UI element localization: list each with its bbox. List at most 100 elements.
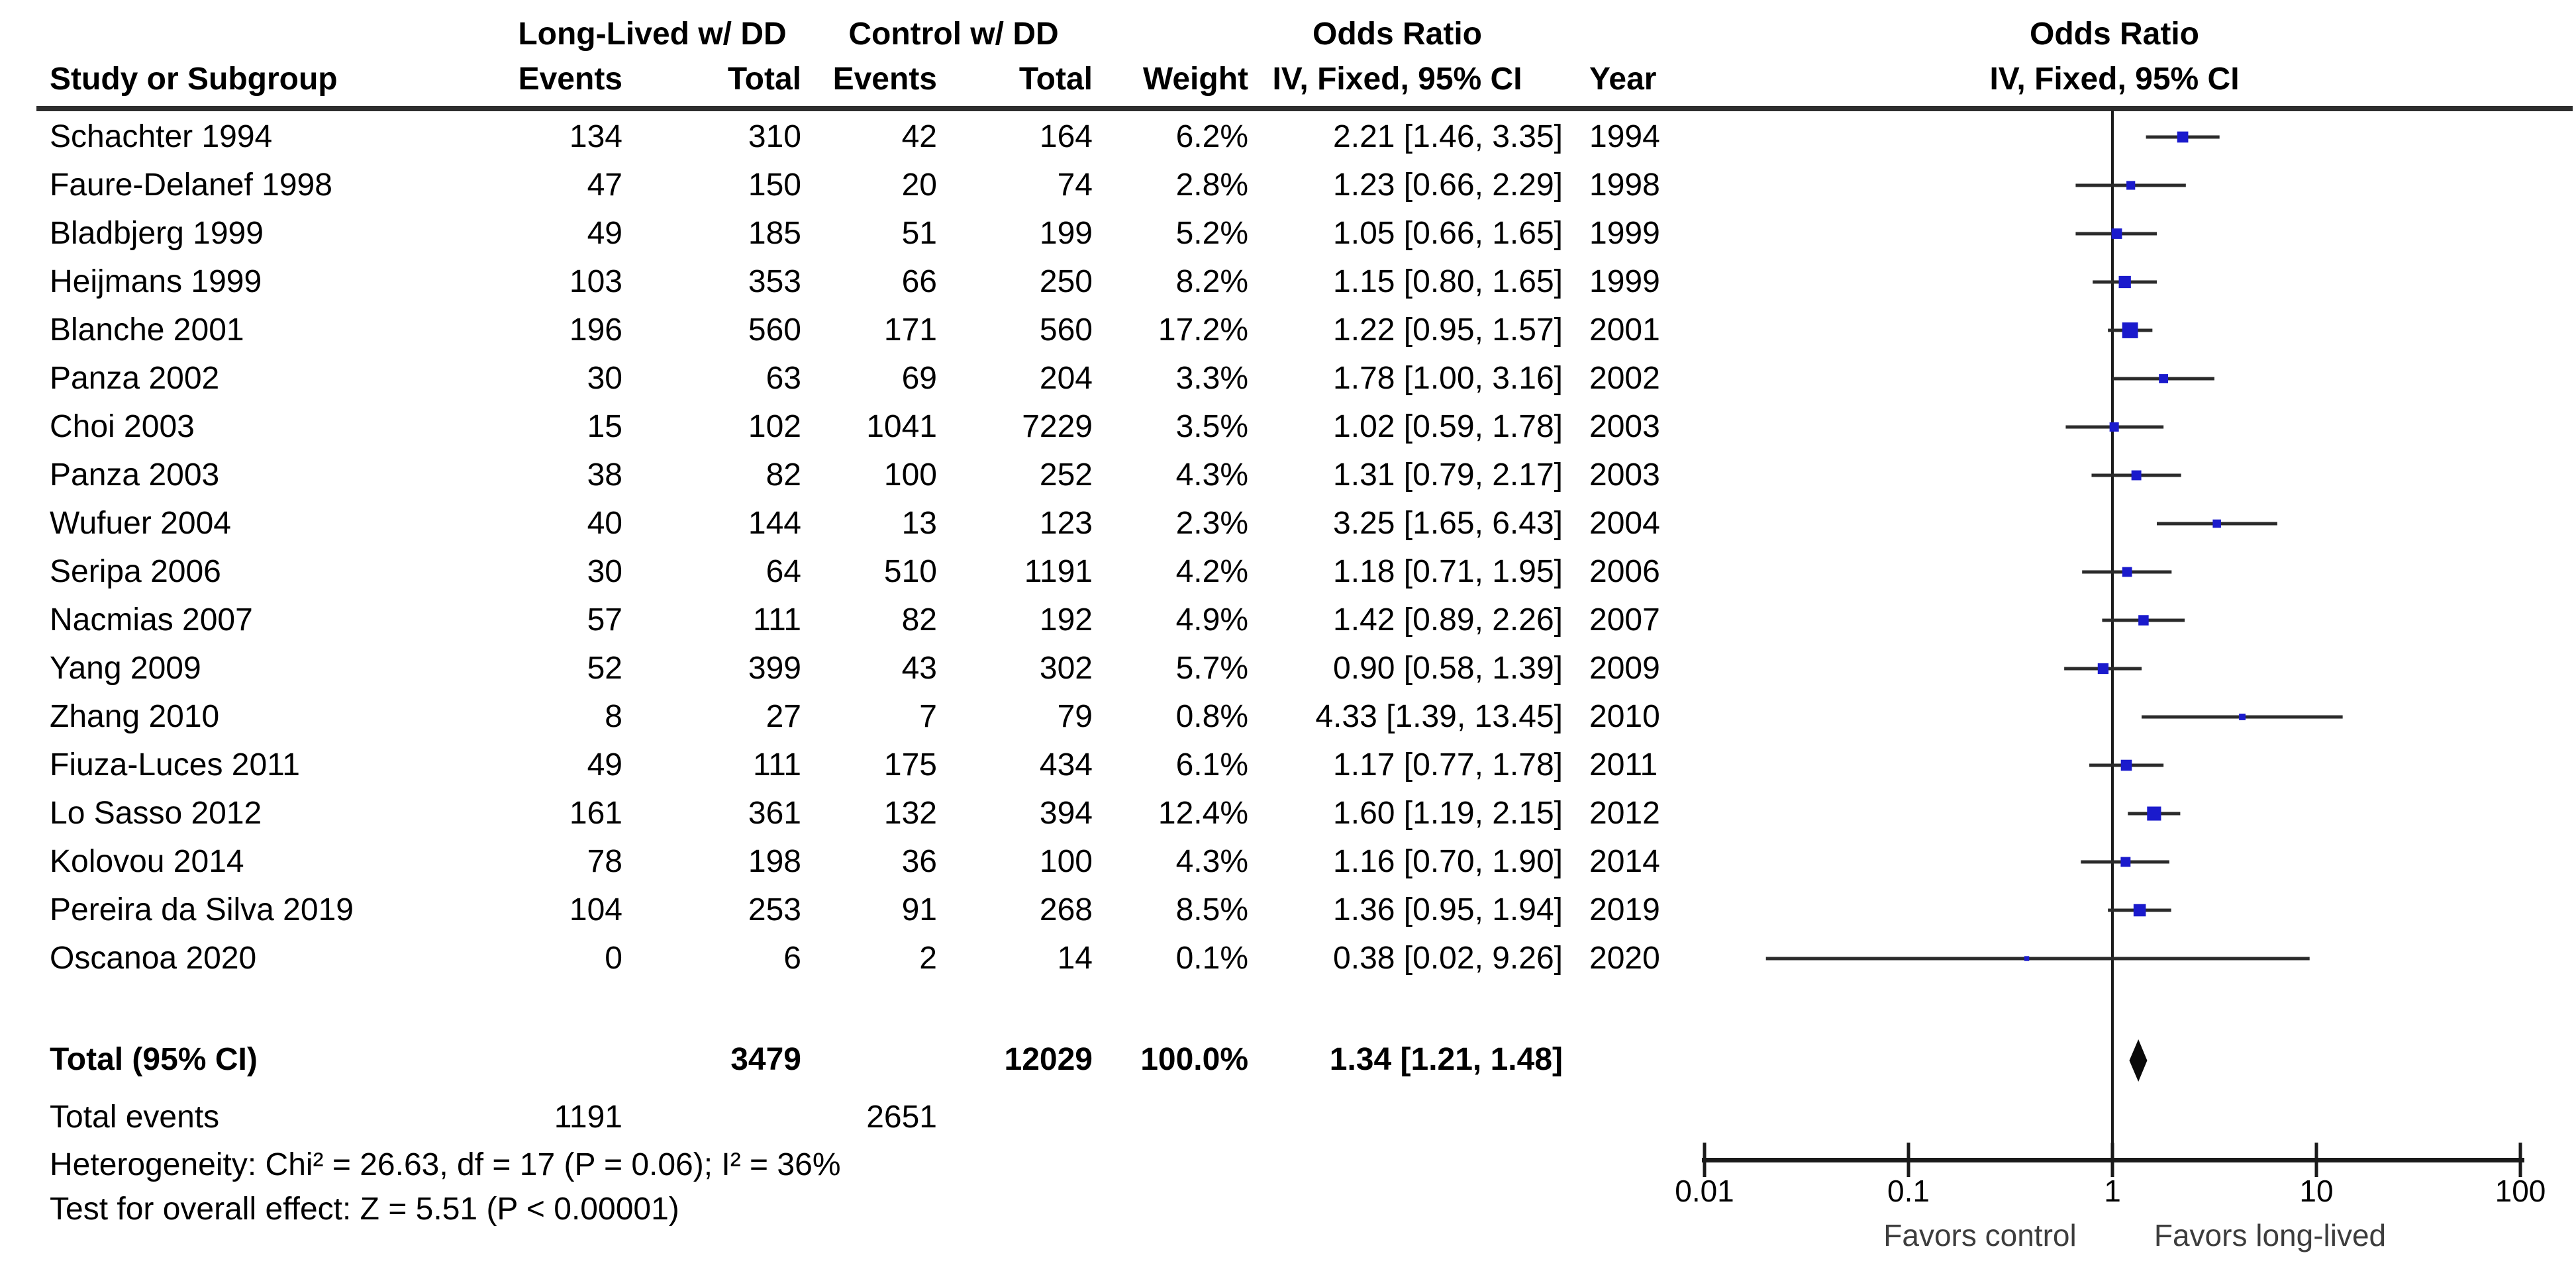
or-marker — [2131, 470, 2142, 481]
overall-effect-stats: Test for overall effect: Z = 5.51 (P < 0… — [50, 1192, 679, 1227]
events-ctrl: 510 — [883, 554, 937, 589]
total-row-label: Total (95% CI) — [50, 1042, 258, 1077]
col-header-year: Year — [1589, 62, 1657, 97]
plot-title: Odds Ratio — [2029, 17, 2199, 52]
weight: 2.3% — [1175, 506, 1248, 541]
total-exp: 198 — [748, 844, 801, 879]
year: 2014 — [1589, 844, 1660, 879]
total-ctrl: 79 — [1057, 699, 1093, 734]
study-name: Bladbjerg 1999 — [50, 216, 264, 251]
study-name: Kolovou 2014 — [50, 844, 244, 879]
weight: 8.5% — [1175, 892, 1248, 927]
total-ctrl: 302 — [1039, 651, 1093, 686]
total-events-label: Total events — [50, 1100, 220, 1135]
events-exp: 15 — [587, 409, 622, 444]
study-name: Blanche 2001 — [50, 312, 244, 348]
events-exp: 47 — [587, 167, 622, 203]
total-ctrl: 100 — [1039, 844, 1093, 879]
year: 2019 — [1589, 892, 1660, 927]
axis-tick-label: 0.1 — [1887, 1174, 1930, 1208]
or-marker — [2109, 422, 2119, 432]
total-ctrl: 14 — [1057, 941, 1093, 976]
total-ctrl: 434 — [1039, 747, 1093, 782]
summary-diamond — [2129, 1039, 2148, 1082]
study-name: Seripa 2006 — [50, 554, 221, 589]
or-column-title: Odds Ratio — [1312, 17, 1482, 52]
total-exp: 27 — [766, 699, 801, 734]
events-exp: 40 — [587, 506, 622, 541]
study-name: Schachter 1994 — [50, 119, 273, 154]
weight: 4.9% — [1175, 602, 1248, 638]
total-or-ci: 1.34 [1.21, 1.48] — [1329, 1042, 1563, 1077]
total-exp: 353 — [748, 264, 801, 299]
events-exp: 57 — [587, 602, 622, 638]
total-ctrl: 199 — [1039, 216, 1093, 251]
total-exp: 253 — [748, 892, 801, 927]
year: 2003 — [1589, 409, 1660, 444]
total-exp: 150 — [748, 167, 801, 203]
events-exp: 0 — [605, 941, 622, 976]
or-ci: 1.16 [0.70, 1.90] — [1333, 844, 1563, 879]
col-header-weight: Weight — [1142, 62, 1248, 97]
or-ci: 1.78 [1.00, 3.16] — [1333, 361, 1563, 396]
study-name: Faure-Delanef 1998 — [50, 167, 332, 203]
events-exp: 49 — [587, 216, 622, 251]
study-name: Choi 2003 — [50, 409, 195, 444]
study-name: Heijmans 1999 — [50, 264, 262, 299]
year: 2004 — [1589, 506, 1660, 541]
events-ctrl: 175 — [883, 747, 937, 782]
or-ci: 1.18 [0.71, 1.95] — [1333, 554, 1563, 589]
or-marker — [2122, 322, 2138, 338]
study-name: Wufuer 2004 — [50, 506, 231, 541]
total-ctrl: 192 — [1039, 602, 1093, 638]
col-header-or-ci: IV, Fixed, 95% CI — [1272, 62, 1522, 97]
total-exp: 310 — [748, 119, 801, 154]
axis-tick — [2518, 1143, 2522, 1177]
total-events-ctrl: 2651 — [866, 1100, 937, 1135]
year: 2002 — [1589, 361, 1660, 396]
plot-subtitle: IV, Fixed, 95% CI — [1989, 62, 2240, 97]
or-marker — [2212, 519, 2221, 528]
year: 2020 — [1589, 941, 1660, 976]
axis-tick-label: 10 — [2299, 1174, 2333, 1208]
or-marker — [2239, 714, 2246, 720]
col-header-total-exp: Total — [727, 62, 801, 97]
axis-tick — [2314, 1143, 2318, 1177]
events-ctrl: 66 — [901, 264, 937, 299]
study-name: Pereira da Silva 2019 — [50, 892, 354, 927]
events-ctrl: 43 — [901, 651, 937, 686]
events-ctrl: 20 — [901, 167, 937, 203]
total-ctrl: 252 — [1039, 457, 1093, 493]
weight: 3.5% — [1175, 409, 1248, 444]
or-ci: 1.31 [0.79, 2.17] — [1333, 457, 1563, 493]
or-marker — [2133, 904, 2146, 917]
study-name: Fiuza-Luces 2011 — [50, 747, 300, 782]
study-name: Zhang 2010 — [50, 699, 220, 734]
study-name: Yang 2009 — [50, 651, 201, 686]
events-ctrl: 13 — [901, 506, 937, 541]
weight: 0.1% — [1175, 941, 1248, 976]
events-ctrl: 171 — [883, 312, 937, 348]
weight: 6.2% — [1175, 119, 1248, 154]
total-ctrl: 250 — [1039, 264, 1093, 299]
events-exp: 134 — [569, 119, 622, 154]
events-exp: 103 — [569, 264, 622, 299]
study-name: Nacmias 2007 — [50, 602, 253, 638]
col-header-events-ctrl: Events — [832, 62, 937, 97]
or-marker — [2111, 228, 2122, 239]
axis-tick — [2110, 1143, 2114, 1177]
or-ci: 1.42 [0.89, 2.26] — [1333, 602, 1563, 638]
or-ci: 3.25 [1.65, 6.43] — [1333, 506, 1563, 541]
or-marker — [2177, 131, 2189, 143]
total-ctrl: 74 — [1057, 167, 1093, 203]
total-exp-n: 3479 — [730, 1042, 801, 1077]
axis-tick-label: 1 — [2104, 1174, 2121, 1208]
total-ctrl: 268 — [1039, 892, 1093, 927]
group-header-control: Control w/ DD — [848, 17, 1059, 52]
events-exp: 30 — [587, 361, 622, 396]
weight: 2.8% — [1175, 167, 1248, 203]
total-ctrl: 560 — [1039, 312, 1093, 348]
or-marker — [2024, 956, 2030, 961]
events-exp: 78 — [587, 844, 622, 879]
